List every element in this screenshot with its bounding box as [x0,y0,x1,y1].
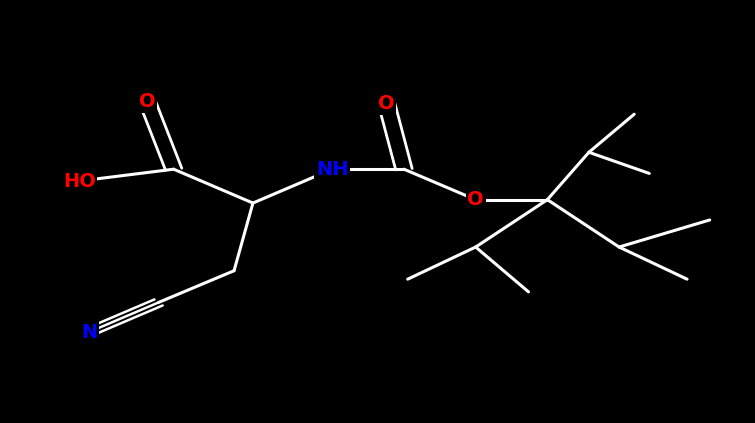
Text: HO: HO [63,172,96,190]
Text: NH: NH [316,160,349,179]
Text: O: O [467,190,484,209]
Text: N: N [81,323,97,341]
Text: O: O [139,92,156,111]
Text: O: O [378,94,395,113]
